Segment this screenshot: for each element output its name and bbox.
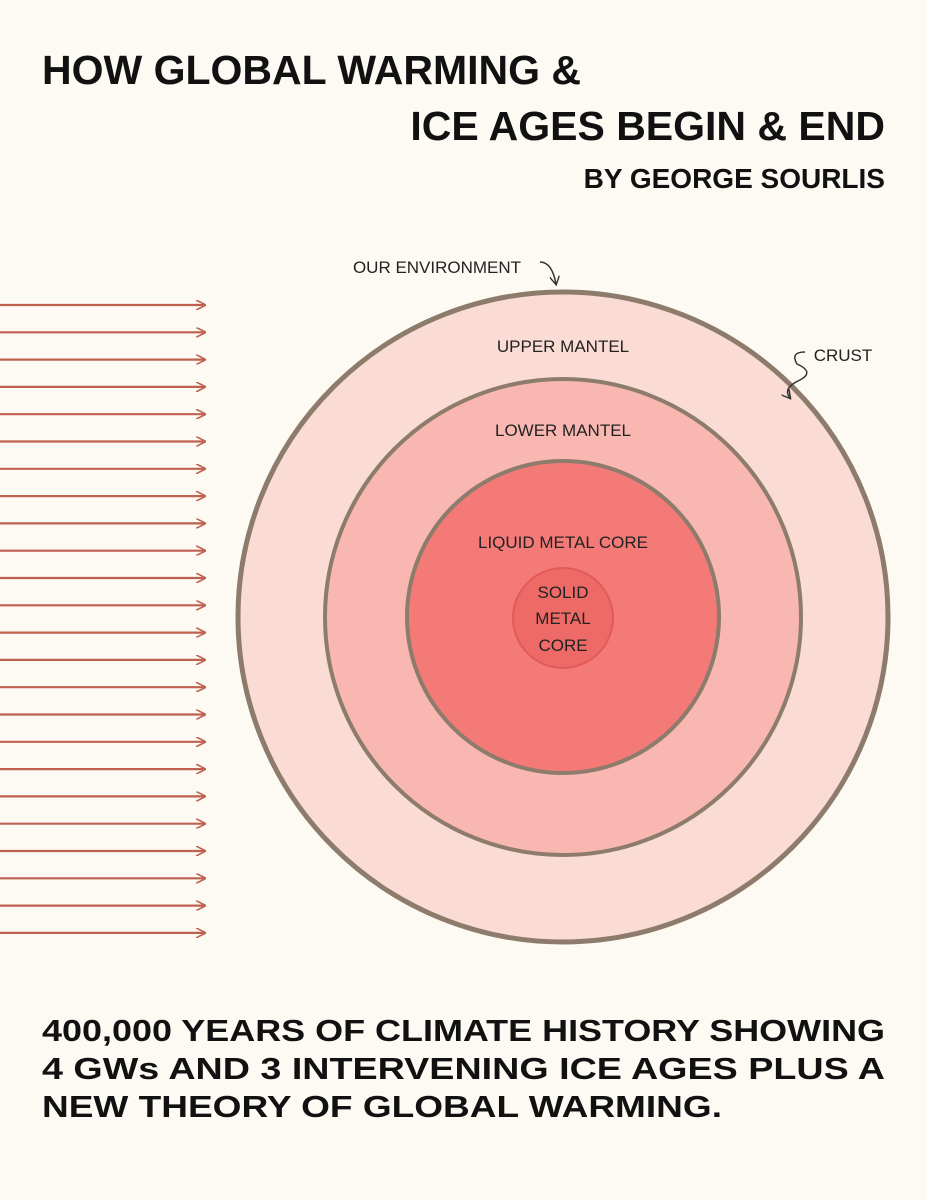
label: OUR ENVIRONMENT bbox=[353, 258, 521, 277]
footer-line: 400,000 YEARS OF CLIMATE HISTORY SHOWING bbox=[42, 1013, 885, 1048]
sun-rays bbox=[0, 305, 205, 933]
label: LIQUID METAL CORE bbox=[478, 533, 648, 552]
title-line: HOW GLOBAL WARMING & bbox=[42, 47, 581, 93]
footer-line: NEW THEORY OF GLOBAL WARMING. bbox=[42, 1089, 722, 1124]
label: CORE bbox=[538, 636, 587, 655]
footer-line: 4 GWs AND 3 INTERVENING ICE AGES PLUS A bbox=[42, 1051, 885, 1086]
author: BY GEORGE SOURLIS bbox=[584, 163, 885, 194]
title-line: ICE AGES BEGIN & END bbox=[410, 103, 885, 149]
solid-core-circle bbox=[512, 567, 614, 669]
pointer bbox=[788, 351, 808, 398]
label: UPPER MANTEL bbox=[497, 337, 629, 356]
label: SOLID bbox=[537, 583, 588, 602]
label: METAL bbox=[535, 609, 590, 628]
label: LOWER MANTEL bbox=[495, 421, 631, 440]
pointer bbox=[539, 261, 556, 284]
label: CRUST bbox=[814, 346, 873, 365]
